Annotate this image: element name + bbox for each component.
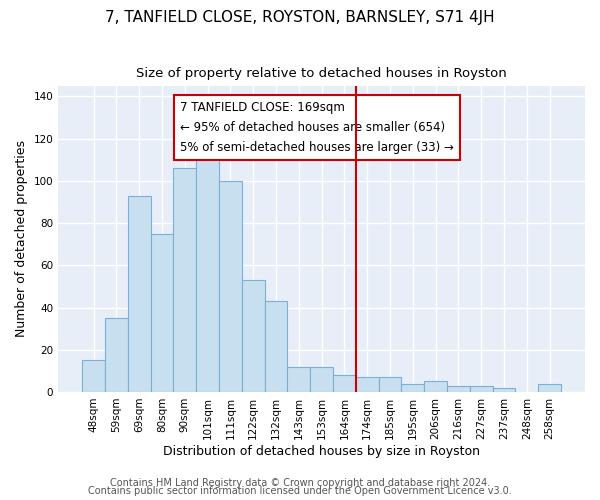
Bar (105, 318, 128, 392)
Bar (379, 377, 401, 392)
Bar (493, 388, 515, 392)
Bar (401, 384, 424, 392)
Bar (470, 386, 493, 392)
Bar (310, 366, 333, 392)
Text: 7, TANFIELD CLOSE, ROYSTON, BARNSLEY, S71 4JH: 7, TANFIELD CLOSE, ROYSTON, BARNSLEY, S7… (105, 10, 495, 25)
Bar (447, 386, 470, 392)
Bar (356, 377, 379, 392)
Bar (151, 234, 173, 392)
X-axis label: Distribution of detached houses by size in Royston: Distribution of detached houses by size … (163, 444, 480, 458)
Bar (333, 375, 356, 392)
Bar (538, 384, 561, 392)
Text: Contains public sector information licensed under the Open Government Licence v3: Contains public sector information licen… (88, 486, 512, 496)
Bar (128, 196, 151, 392)
Text: Contains HM Land Registry data © Crown copyright and database right 2024.: Contains HM Land Registry data © Crown c… (110, 478, 490, 488)
Y-axis label: Number of detached properties: Number of detached properties (15, 140, 28, 338)
Bar (287, 366, 310, 392)
Bar (196, 154, 219, 392)
Bar (424, 382, 447, 392)
Bar (219, 181, 242, 392)
Bar (82, 360, 105, 392)
Title: Size of property relative to detached houses in Royston: Size of property relative to detached ho… (136, 68, 507, 80)
Bar (173, 168, 196, 392)
Bar (242, 280, 265, 392)
Bar (265, 301, 287, 392)
Text: 7 TANFIELD CLOSE: 169sqm
← 95% of detached houses are smaller (654)
5% of semi-d: 7 TANFIELD CLOSE: 169sqm ← 95% of detach… (180, 100, 454, 154)
